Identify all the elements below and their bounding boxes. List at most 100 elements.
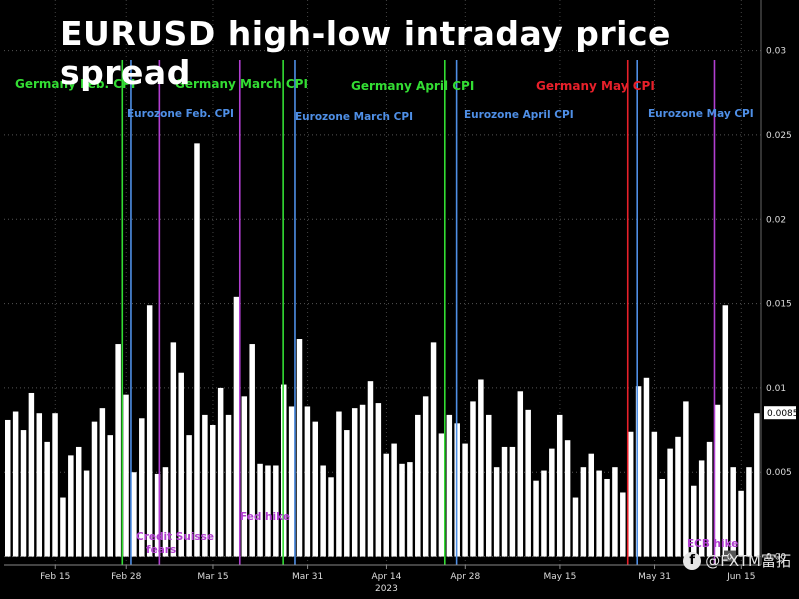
event-marker-label: Eurozone Feb. CPI bbox=[127, 108, 234, 120]
bar bbox=[107, 435, 113, 557]
bar bbox=[154, 473, 161, 557]
bar bbox=[754, 413, 760, 557]
x-axis-label: 2023 bbox=[375, 584, 398, 594]
bar bbox=[635, 386, 642, 557]
bar bbox=[375, 403, 382, 557]
event-marker-label: Eurozone April CPI bbox=[464, 109, 574, 121]
bar bbox=[391, 443, 397, 557]
zero-label-box bbox=[724, 550, 736, 562]
bar bbox=[612, 467, 618, 557]
bar bbox=[415, 414, 421, 557]
watermark: f @FXTM富拓 bbox=[683, 550, 791, 571]
event-marker-label: Germany Feb. CPI bbox=[15, 77, 135, 91]
x-tick-label: Apr 28 bbox=[450, 572, 480, 582]
last-value-box bbox=[764, 406, 796, 420]
bar bbox=[5, 419, 11, 557]
bar bbox=[91, 421, 98, 557]
watermark-text: @FXTM富拓 bbox=[705, 552, 791, 570]
bar bbox=[383, 453, 389, 557]
bar bbox=[36, 413, 43, 557]
x-tick-label: Jun 15 bbox=[726, 572, 755, 582]
bar bbox=[667, 448, 673, 557]
bar bbox=[470, 401, 476, 557]
bar bbox=[517, 391, 524, 557]
bar bbox=[131, 472, 137, 557]
bar bbox=[170, 342, 177, 557]
bar bbox=[572, 497, 579, 557]
bar bbox=[556, 414, 563, 557]
bar bbox=[462, 443, 468, 557]
bar bbox=[28, 392, 35, 557]
bar bbox=[683, 401, 689, 557]
event-marker-label: Germany April CPI bbox=[351, 79, 474, 93]
x-tick-label: Feb 28 bbox=[111, 572, 142, 582]
bar bbox=[257, 463, 263, 557]
bar bbox=[525, 409, 531, 557]
bar bbox=[659, 478, 665, 557]
y-tick-label: 0.03 bbox=[766, 47, 786, 57]
bar bbox=[249, 344, 255, 557]
bar bbox=[52, 413, 58, 557]
event-marker-label: ECB hike bbox=[687, 538, 738, 550]
bar bbox=[202, 414, 208, 557]
bar bbox=[549, 448, 555, 557]
event-marker-label: Germany May CPI bbox=[536, 79, 655, 93]
bar bbox=[68, 455, 74, 557]
bar bbox=[273, 465, 279, 557]
x-tick-label: Mar 31 bbox=[292, 572, 323, 582]
bar bbox=[675, 436, 681, 557]
bar bbox=[288, 406, 295, 557]
event-marker-label: Eurozone May CPI bbox=[648, 108, 754, 120]
bar bbox=[194, 143, 200, 557]
bar bbox=[493, 467, 500, 557]
bar bbox=[407, 462, 413, 557]
bar bbox=[722, 305, 729, 557]
bar bbox=[730, 467, 736, 557]
bar bbox=[20, 430, 27, 557]
bar bbox=[714, 404, 721, 557]
bar bbox=[620, 492, 626, 557]
bar bbox=[296, 339, 303, 557]
bar bbox=[564, 440, 571, 557]
x-tick-label: Mar 15 bbox=[197, 572, 228, 582]
bar bbox=[44, 441, 50, 557]
bar bbox=[627, 431, 634, 557]
bar bbox=[225, 414, 232, 557]
event-marker-label: Germany March CPI bbox=[175, 77, 308, 91]
bar bbox=[320, 465, 326, 557]
bar bbox=[359, 404, 366, 557]
x-tick-label: Apr 14 bbox=[371, 572, 401, 582]
bar bbox=[83, 470, 90, 557]
bar bbox=[99, 408, 106, 557]
y-tick-label: 0.015 bbox=[766, 300, 792, 310]
event-marker-label: Fed hike bbox=[240, 511, 290, 523]
bar bbox=[651, 431, 658, 557]
y-tick-label: 0.02 bbox=[766, 215, 786, 225]
bar bbox=[580, 467, 587, 557]
bar bbox=[123, 394, 129, 557]
chart-title: EURUSD high-low intraday price spread bbox=[60, 14, 671, 92]
bar bbox=[430, 342, 437, 557]
event-marker-label: Eurozone March CPI bbox=[295, 111, 413, 123]
bar bbox=[367, 381, 374, 557]
bar bbox=[233, 296, 240, 557]
bar bbox=[146, 305, 153, 557]
bar bbox=[746, 467, 752, 557]
bar bbox=[351, 408, 358, 557]
bar bbox=[217, 387, 224, 557]
event-marker-label: Credit Suisse fears bbox=[136, 531, 214, 556]
zero-label: 0 bbox=[727, 553, 732, 562]
bar bbox=[706, 441, 713, 557]
bar bbox=[178, 372, 184, 557]
y-tick-label: 0.00 bbox=[766, 553, 786, 563]
bar bbox=[186, 435, 192, 557]
bar bbox=[139, 418, 145, 557]
bar bbox=[738, 490, 744, 557]
bar bbox=[596, 470, 602, 557]
y-tick-label: 0.005 bbox=[766, 468, 792, 478]
bar bbox=[588, 453, 595, 557]
x-tick-label: Feb 15 bbox=[40, 572, 70, 582]
bar bbox=[478, 379, 484, 557]
fb-logo-icon: f bbox=[683, 551, 702, 570]
